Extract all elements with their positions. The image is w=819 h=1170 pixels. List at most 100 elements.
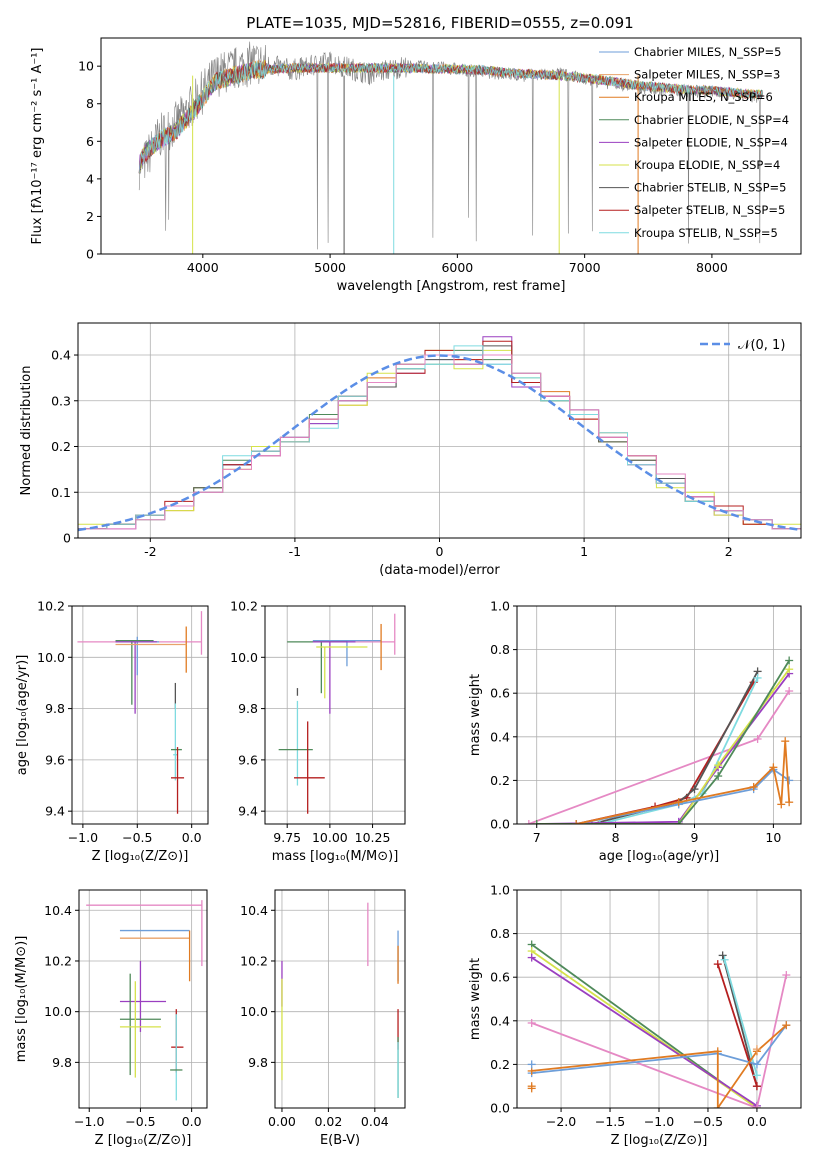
marker-plus [785,687,794,696]
x-tick-label: −0.5 [122,830,152,845]
marker-plus [785,776,794,785]
marker-plus [785,798,794,807]
legend: Chabrier MILES, N_SSP=5 Salpeter MILES, N… [599,45,789,240]
x-tick-label: 10 [765,830,781,845]
x-tick-label: 10.00 [312,830,348,845]
y-tick-label: 0.0 [490,817,510,832]
normal-reference-curve [78,354,801,532]
marker-plus [752,1071,761,1080]
y-axis-label: mass [log₁₀(M/M⊙)] [14,936,29,1063]
legend-label: Salpeter MILES, N_SSP=3 [634,68,780,82]
errorbar [115,639,154,705]
mass-vs-extinction-panel: 0.00 0.02 0.04 9.8 10.0 10.2 10.4 E(B-V) [240,889,406,1148]
marker-plus [752,1104,761,1108]
plot-area [77,611,203,814]
y-tick-label: 1.0 [490,599,510,614]
legend: 𝒩(0, 1) [700,338,785,353]
spectrum-panel: 4000 5000 6000 7000 8000 0 2 4 6 8 10 wavelength [A… [30,37,802,294]
weight-series-line [531,1024,788,1074]
marker-plus [752,1082,761,1091]
legend-label: Chabrier MILES, N_SSP=5 [634,45,781,59]
weight-series-line [528,690,790,824]
y-tick-label: 10.2 [44,953,72,968]
errorbar [312,641,356,714]
y-tick-label: 0.3 [51,393,71,408]
y-tick-label: 10 [78,59,94,74]
marker-plus [749,782,758,791]
axes-frame [274,889,406,1109]
marker-plus [572,820,581,824]
x-tick-label: 0.04 [361,1114,389,1129]
y-tick-label: 9.6 [45,752,65,767]
y-tick-label: 9.6 [238,752,258,767]
errorbar [86,900,203,967]
y-axis-label: Normed distribution [19,366,34,496]
x-tick-label: 0.0 [182,830,202,845]
marker-plus [524,820,533,824]
y-tick-label: 0.2 [490,1057,510,1072]
age-vs-metallicity-panel: −1.0 −0.5 0.0 9.4 9.6 9.8 10.0 10.2 Z [log₁₀(Z/Z… [15,599,209,864]
y-tick-label: 9.8 [248,1055,268,1070]
marker-plus [720,955,729,964]
x-tick-label: −0.5 [693,1114,723,1129]
mass-vs-metallicity-panel: −1.0 −0.5 0.0 9.8 10.0 10.2 10.4 Z [log₁₀(Z/Z⊙)… [14,889,208,1148]
marker-plus [782,971,791,980]
x-tick-label: -1 [289,544,301,559]
y-tick-label: 0.6 [490,970,510,985]
x-tick-label: 9.75 [273,830,301,845]
y-tick-label: 0 [63,531,71,546]
y-tick-label: 10.0 [37,650,65,665]
y-tick-label: 10.2 [230,599,258,614]
x-tick-label: 8000 [696,260,728,275]
gridlines [275,890,405,1108]
plot-area [86,900,203,1101]
errorbar [115,641,157,714]
x-tick-label: 4000 [187,260,219,275]
weight-series-line [531,1024,787,1108]
x-axis-label: Z [log₁₀(Z/Z⊙)] [611,1133,708,1148]
axes-frame [264,605,406,825]
x-tick-label: 5000 [314,260,346,275]
marker-plus [527,953,536,962]
x-tick-label: 0 [436,544,444,559]
y-tick-label: 6 [86,134,94,149]
y-tick-label: 0.2 [490,773,510,788]
y-tick-label: 0.4 [490,729,510,744]
plot-area [527,940,791,1108]
marker-plus [532,820,541,824]
x-tick-label: −1.0 [74,1114,104,1129]
errorbar [119,960,167,1032]
x-axis-label: Z [log₁₀(Z/Z⊙)] [92,849,189,864]
y-tick-label: 10.0 [240,1004,268,1019]
x-tick-label: 0.02 [314,1114,342,1129]
weight-series-line [536,673,790,824]
marker-plus [718,951,727,960]
y-tick-label: 0.4 [51,348,71,363]
weight-vs-age-panel: 7 8 9 10 0.0 0.2 0.4 0.6 0.8 1.0 age [log₁₀(age/yr… [468,599,802,864]
errorbar [294,721,325,814]
errorbar [312,639,382,667]
plot-area [78,336,801,538]
legend-label: Kroupa ELODIE, N_SSP=4 [634,158,780,172]
errorbar [119,973,161,1076]
y-tick-label: 0.2 [51,439,71,454]
marker-plus [785,656,794,665]
marker-plus [713,960,722,969]
y-axis-label: mass weight [468,958,483,1040]
y-tick-label: 10.4 [240,903,268,918]
axes-frame [78,889,208,1109]
weight-series-line [576,741,791,824]
marker-plus [595,820,604,824]
errorbar [173,703,178,781]
x-tick-label: -2 [144,544,156,559]
x-axis-label: mass [log₁₀(M/M⊙)] [272,849,399,864]
marker-plus [752,1045,761,1054]
marker-plus [782,1021,791,1030]
axes-frame [100,37,802,255]
model-spectrum-line [138,60,763,174]
weight-vs-metallicity-panel: −2.0 −1.5 −1.0 −0.5 0.0 0.0 0.2 0.4 0.6 0.8 1.0 Z [… [468,883,802,1148]
marker-plus [690,785,699,794]
y-axis-label: Flux [fλ10⁻¹⁷ erg cm⁻² s⁻¹ A⁻¹] [30,48,45,245]
y-tick-label: 9.8 [238,701,258,716]
